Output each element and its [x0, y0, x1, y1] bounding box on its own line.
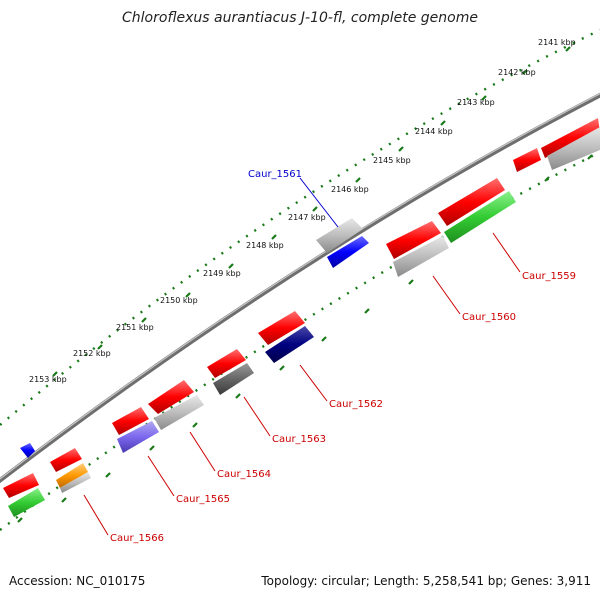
gene-feature	[547, 127, 600, 170]
gene-feature	[20, 443, 35, 458]
gene-label-caur-1563: Caur_1563	[272, 434, 326, 445]
scale-track-outer	[0, 28, 600, 426]
tick-label: 2146 kbp	[331, 185, 369, 194]
gene-features	[3, 118, 600, 517]
gene-feature	[265, 326, 314, 363]
gene-feature	[117, 421, 159, 453]
topology-label: Topology: circular; Length: 5,258,541 bp…	[261, 574, 591, 588]
gene-label-caur-1565: Caur_1565	[176, 494, 230, 505]
gene-feature	[327, 236, 369, 268]
gene-feature	[50, 448, 82, 472]
tick-label: 2144 kbp	[415, 127, 453, 136]
tick-label: 2141 kbp	[538, 38, 576, 47]
tick-label: 2143 kbp	[457, 98, 495, 107]
tick-label: 2149 kbp	[203, 269, 241, 278]
genome-backbone	[0, 92, 600, 484]
tick-label: 2153 kbp	[29, 375, 67, 384]
tick-label: 2148 kbp	[246, 241, 284, 250]
gene-label-caur-1564: Caur_1564	[217, 469, 271, 480]
gene-feature	[207, 349, 246, 378]
gene-feature	[213, 363, 254, 395]
gene-feature	[386, 221, 441, 259]
tick-label: 2151 kbp	[116, 323, 154, 332]
gene-label-caur-1562: Caur_1562	[329, 399, 383, 410]
gene-feature	[60, 472, 91, 493]
accession-label: Accession: NC_010175	[9, 574, 146, 588]
gene-label-caur-1559: Caur_1559	[522, 271, 576, 282]
gene-label-caur-1560: Caur_1560	[462, 312, 516, 323]
gene-labels: Caur_1561 Caur_1559 Caur_1560 Caur_1562 …	[110, 169, 576, 544]
gene-feature	[444, 191, 516, 243]
gene-feature	[541, 118, 600, 158]
gene-feature	[438, 178, 505, 226]
tick-labels: 2141 kbp 2142 kbp 2143 kbp 2144 kbp 2145…	[29, 38, 576, 384]
gene-label-caur-1566: Caur_1566	[110, 533, 164, 544]
gene-feature	[393, 236, 449, 277]
tick-label: 2142 kbp	[498, 68, 536, 77]
label-leaders	[83, 177, 521, 536]
gene-feature	[258, 311, 305, 345]
tick-label: 2150 kbp	[160, 296, 198, 305]
outer-major-ticks	[52, 46, 571, 377]
gene-feature	[316, 218, 363, 253]
gene-feature	[154, 395, 204, 430]
gene-feature	[148, 380, 194, 414]
gene-feature	[513, 148, 541, 172]
gene-label-caur-1561: Caur_1561	[248, 169, 302, 180]
gene-feature	[8, 488, 45, 517]
map-title: Chloroflexus aurantiacus J-10-fl, comple…	[122, 10, 478, 26]
tick-label: 2152 kbp	[73, 349, 111, 358]
gene-feature	[56, 463, 88, 488]
tick-label: 2147 kbp	[288, 213, 326, 222]
gene-feature	[3, 473, 39, 498]
gene-feature	[112, 407, 149, 435]
tick-label: 2145 kbp	[373, 156, 411, 165]
